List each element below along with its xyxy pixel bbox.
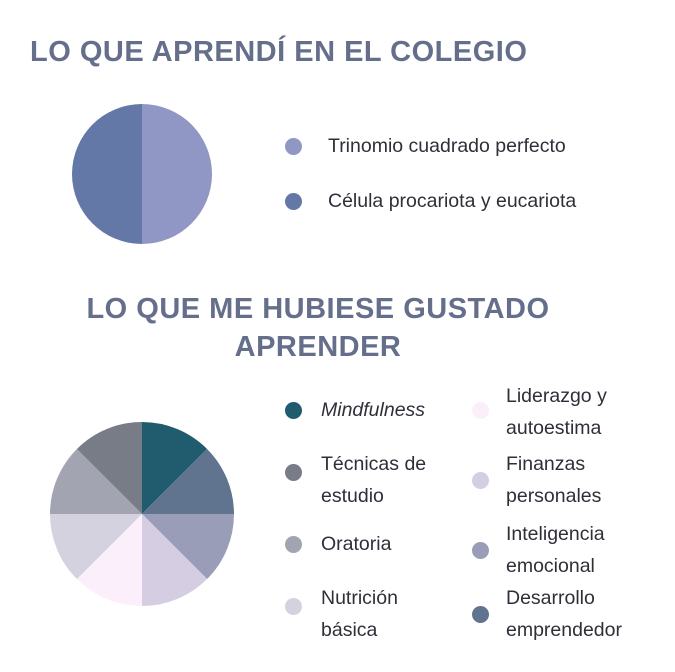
pie-slice-mindfulness bbox=[142, 422, 208, 514]
legend-label: Desarrollo emprendedor bbox=[506, 582, 622, 646]
legend-item-liderazgo-y-autoestima: Liderazgo y autoestima bbox=[472, 380, 607, 444]
legend-item-finanzas-personales: Finanzas personales bbox=[472, 448, 601, 512]
pie-slice-desarrollo-emprendedor bbox=[142, 448, 234, 514]
legend-swatch bbox=[472, 402, 489, 419]
legend-label: Trinomio cuadrado perfecto bbox=[328, 130, 566, 162]
legend-label-line: Trinomio cuadrado perfecto bbox=[328, 135, 566, 157]
legend-item-tecnicas-de-estudio: Técnicas de estudio bbox=[285, 448, 426, 512]
legend-label-line: Liderazgo y bbox=[506, 385, 607, 407]
legend-item-mindfulness: Mindfulness bbox=[285, 394, 425, 426]
pie-slice-inteligencia-emocional bbox=[142, 514, 234, 580]
pie-slice-tecnicas-de-estudio bbox=[76, 422, 142, 514]
legend-label: Nutrición básica bbox=[321, 582, 398, 646]
pie-chart-2 bbox=[50, 422, 234, 606]
legend-item-desarrollo-emprendedor: Desarrollo emprendedor bbox=[472, 582, 622, 646]
legend-label: Inteligencia emocional bbox=[506, 518, 605, 582]
legend-label-line: Finanzas bbox=[506, 453, 586, 475]
chart-title-1: LO QUE APRENDÍ EN EL COLEGIO bbox=[30, 36, 528, 68]
legend-swatch bbox=[285, 598, 302, 615]
legend-label-line: básica bbox=[321, 619, 378, 641]
legend-label-line: Nutrición bbox=[321, 587, 398, 609]
legend-label-line: emocional bbox=[506, 555, 595, 577]
pie-slice-celula-procariota-y-eucariota bbox=[72, 104, 142, 244]
legend-label: Oratoria bbox=[321, 528, 391, 560]
legend-swatch bbox=[472, 472, 489, 489]
legend-label-line: personales bbox=[506, 485, 602, 507]
legend-label: Mindfulness bbox=[321, 394, 425, 426]
chart-title-2: LO QUE ME HUBIESE GUSTADO APRENDER bbox=[86, 293, 550, 363]
pie-chart-1 bbox=[72, 104, 212, 244]
legend-item-nutricion-basica: Nutrición básica bbox=[285, 582, 398, 646]
legend-label-line: Técnicas de bbox=[321, 453, 427, 475]
legend-label-line: Desarrollo bbox=[506, 587, 595, 609]
pie-slice-liderazgo-y-autoestima bbox=[76, 514, 142, 606]
legend-label-line: Célula procariota y eucariota bbox=[328, 190, 577, 212]
legend-label: Técnicas de estudio bbox=[321, 448, 426, 512]
legend-label-line: emprendedor bbox=[506, 619, 622, 641]
legend-swatch bbox=[285, 138, 302, 155]
pie-slice-trinomio-cuadrado-perfecto bbox=[142, 104, 212, 244]
legend-label-line: estudio bbox=[321, 485, 384, 507]
pie-slice-finanzas-personales bbox=[142, 514, 208, 606]
legend-item-trinomio-cuadrado-perfecto: Trinomio cuadrado perfecto bbox=[285, 130, 566, 162]
legend-swatch bbox=[472, 606, 489, 623]
legend-swatch bbox=[285, 464, 302, 481]
legend-swatch bbox=[472, 542, 489, 559]
legend-item-oratoria: Oratoria bbox=[285, 528, 391, 560]
legend-item-inteligencia-emocional: Inteligencia emocional bbox=[472, 518, 605, 582]
legend-label-line: autoestima bbox=[506, 417, 602, 439]
pie-slice-oratoria bbox=[50, 448, 142, 514]
pie-slice-nutricion-basica bbox=[50, 514, 142, 580]
legend-label: Liderazgo y autoestima bbox=[506, 380, 607, 444]
legend-label-line: Mindfulness bbox=[321, 399, 426, 421]
legend-item-celula-procariota-y-eucariota: Célula procariota y eucariota bbox=[285, 185, 576, 217]
legend-label: Célula procariota y eucariota bbox=[328, 185, 576, 217]
legend-label-line: Oratoria bbox=[321, 533, 392, 555]
legend-label-line: Inteligencia bbox=[506, 523, 605, 545]
legend-label: Finanzas personales bbox=[506, 448, 601, 512]
legend-swatch bbox=[285, 193, 302, 210]
legend-swatch bbox=[285, 536, 302, 553]
legend-swatch bbox=[285, 402, 302, 419]
